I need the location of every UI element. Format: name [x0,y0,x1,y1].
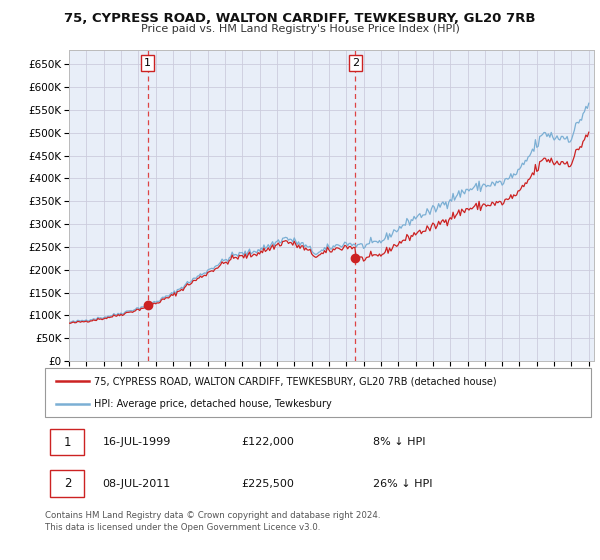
Text: 8% ↓ HPI: 8% ↓ HPI [373,437,425,447]
Text: HPI: Average price, detached house, Tewkesbury: HPI: Average price, detached house, Tewk… [94,399,332,409]
Text: £225,500: £225,500 [242,479,295,488]
Text: 26% ↓ HPI: 26% ↓ HPI [373,479,432,488]
Text: 1: 1 [64,436,71,449]
Text: 2: 2 [352,58,359,68]
Text: £122,000: £122,000 [242,437,295,447]
Bar [50,429,85,455]
Text: 75, CYPRESS ROAD, WALTON CARDIFF, TEWKESBURY, GL20 7RB (detached house): 75, CYPRESS ROAD, WALTON CARDIFF, TEWKES… [94,376,497,386]
Text: 75, CYPRESS ROAD, WALTON CARDIFF, TEWKESBURY, GL20 7RB: 75, CYPRESS ROAD, WALTON CARDIFF, TEWKES… [64,12,536,25]
Text: 1: 1 [144,58,151,68]
Text: 16-JUL-1999: 16-JUL-1999 [103,437,171,447]
Text: 08-JUL-2011: 08-JUL-2011 [103,479,170,488]
Text: Price paid vs. HM Land Registry's House Price Index (HPI): Price paid vs. HM Land Registry's House … [140,24,460,34]
Text: 2: 2 [64,477,71,490]
Bar [50,470,85,497]
Text: Contains HM Land Registry data © Crown copyright and database right 2024.
This d: Contains HM Land Registry data © Crown c… [45,511,380,531]
